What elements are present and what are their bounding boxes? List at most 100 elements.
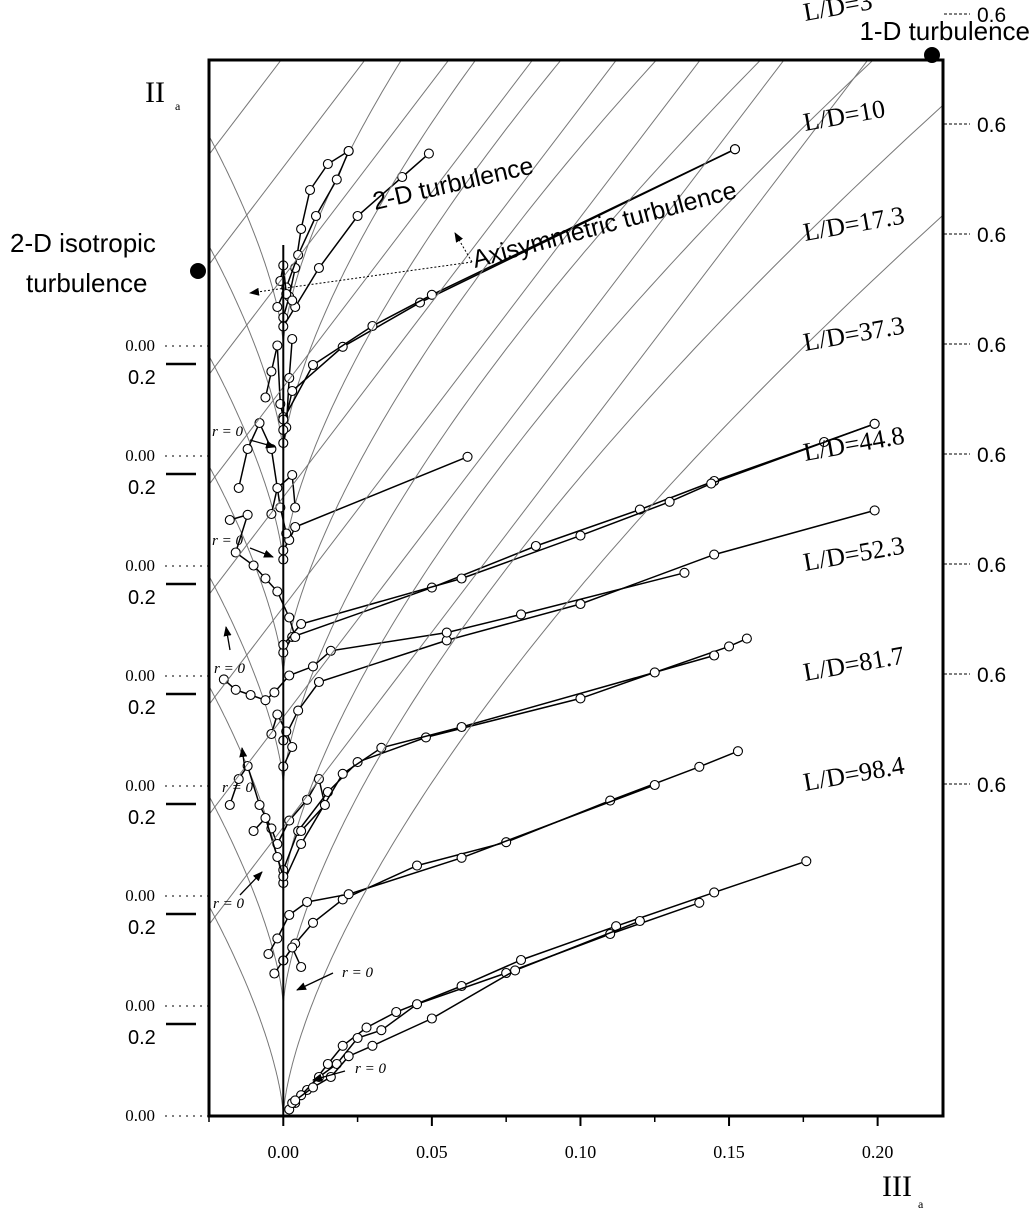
- axisymmetric-boundary: [282, 214, 943, 1116]
- one-d-turbulence-label: 1-D turbulence: [859, 16, 1030, 46]
- data-point: [679, 567, 690, 578]
- data-point: [272, 709, 283, 720]
- data-point: [230, 547, 241, 558]
- data-point: [287, 942, 298, 953]
- data-point: [709, 549, 720, 560]
- data-point: [287, 333, 298, 345]
- axisymmetric-boundary: [282, 60, 658, 676]
- r-zero-label: r = 0: [213, 896, 244, 912]
- data-point: [296, 223, 307, 235]
- data-point: [515, 954, 527, 966]
- data-point: [515, 609, 527, 620]
- data-point: [260, 812, 271, 824]
- data-point: [706, 478, 717, 489]
- panel: [209, 60, 880, 676]
- r-zero-arrow: [249, 439, 276, 449]
- r-zero-label: r = 0: [222, 780, 253, 796]
- axisymmetric-boundary-negative: [209, 464, 284, 676]
- r-zero-arrow: [239, 871, 263, 896]
- data-point: [272, 482, 283, 494]
- axisymmetric-boundary-negative: [209, 574, 284, 786]
- series-line: [282, 509, 875, 741]
- data-point: [254, 799, 265, 811]
- data-point: [263, 948, 274, 960]
- panel: [209, 60, 880, 786]
- left-tick-label-zero: 0.00: [125, 666, 155, 685]
- right-tick-label: 0.6: [977, 224, 1006, 247]
- r-zero-label: r = 0: [212, 533, 243, 549]
- x-tick-label: 0.15: [713, 1142, 745, 1162]
- data-point: [224, 799, 235, 811]
- left-tick-label-zero: 0.00: [125, 776, 155, 795]
- axisymmetric-turbulence-label: Axisymmetric turbulence: [469, 176, 739, 274]
- data-point: [307, 1082, 319, 1093]
- data-point: [269, 687, 280, 698]
- data-point: [307, 917, 319, 928]
- two-d-isotropic-point: [190, 263, 206, 279]
- data-point: [575, 598, 586, 610]
- panel-label: L/D=44.8: [801, 421, 907, 467]
- data-point: [456, 852, 467, 863]
- series-line: [291, 902, 700, 1104]
- data-point: [367, 1040, 378, 1051]
- left-tick-label-zero: 0.00: [125, 556, 155, 575]
- data-point: [337, 768, 348, 779]
- data-point: [233, 773, 244, 785]
- data-point: [290, 631, 301, 643]
- two-d-boundary: [209, 60, 617, 595]
- series-line: [294, 920, 641, 1102]
- left-tick-label-upper: 0.2: [128, 807, 156, 829]
- panel-label: L/D=10: [801, 94, 887, 137]
- right-tick-label: 0.6: [977, 444, 1006, 467]
- left-tick-label-upper: 0.2: [128, 697, 156, 719]
- axisym-arrow-left: [249, 261, 473, 296]
- panel: [209, 60, 943, 1006]
- data-point: [723, 641, 735, 652]
- data-point: [242, 509, 253, 520]
- data-point: [260, 695, 271, 706]
- data-point: [649, 779, 660, 791]
- data-point: [242, 443, 253, 455]
- left-tick-label-zero: 0.00: [125, 1106, 155, 1125]
- series-line: [282, 148, 736, 420]
- axisym-arrow-up: [454, 232, 473, 263]
- panel-label: L/D=17.3: [801, 201, 907, 247]
- data-point: [694, 761, 705, 772]
- axisymmetric-boundary: [282, 104, 943, 1006]
- data-point: [352, 1032, 363, 1044]
- panel-label: L/D=81.7: [801, 641, 907, 687]
- r-zero-label: r = 0: [214, 661, 245, 677]
- axisymmetric-boundary: [282, 60, 562, 566]
- y-axis-title: II: [145, 76, 165, 109]
- data-point: [530, 540, 541, 552]
- r-zero-label: r = 0: [355, 1061, 386, 1077]
- data-point: [284, 909, 295, 921]
- x-axis-title: III: [882, 1170, 912, 1203]
- x-axis-title-subscript: a: [918, 1197, 924, 1211]
- data-point: [634, 915, 645, 927]
- data-point: [352, 757, 363, 768]
- data-point: [376, 1025, 387, 1036]
- left-tick-label-zero: 0.00: [125, 446, 155, 465]
- data-point: [248, 560, 259, 571]
- data-point: [296, 961, 307, 973]
- r-zero-arrow: [312, 1070, 346, 1082]
- data-point: [741, 633, 752, 644]
- data-point: [361, 1022, 372, 1033]
- panel-label: L/D=52.3: [801, 531, 907, 577]
- right-tick-label: 0.6: [977, 664, 1006, 687]
- data-point: [367, 320, 378, 332]
- data-point: [287, 469, 298, 481]
- series-line: [282, 338, 293, 444]
- right-tick-label: 0.6: [977, 554, 1006, 577]
- series-line: [229, 764, 326, 846]
- series-line: [282, 148, 736, 431]
- left-tick-label-upper: 0.2: [128, 1027, 156, 1049]
- data-point: [397, 171, 408, 183]
- data-point: [230, 684, 241, 695]
- data-point: [462, 451, 473, 462]
- r-zero-arrow: [296, 972, 334, 991]
- data-point: [801, 856, 812, 867]
- data-point: [287, 741, 298, 753]
